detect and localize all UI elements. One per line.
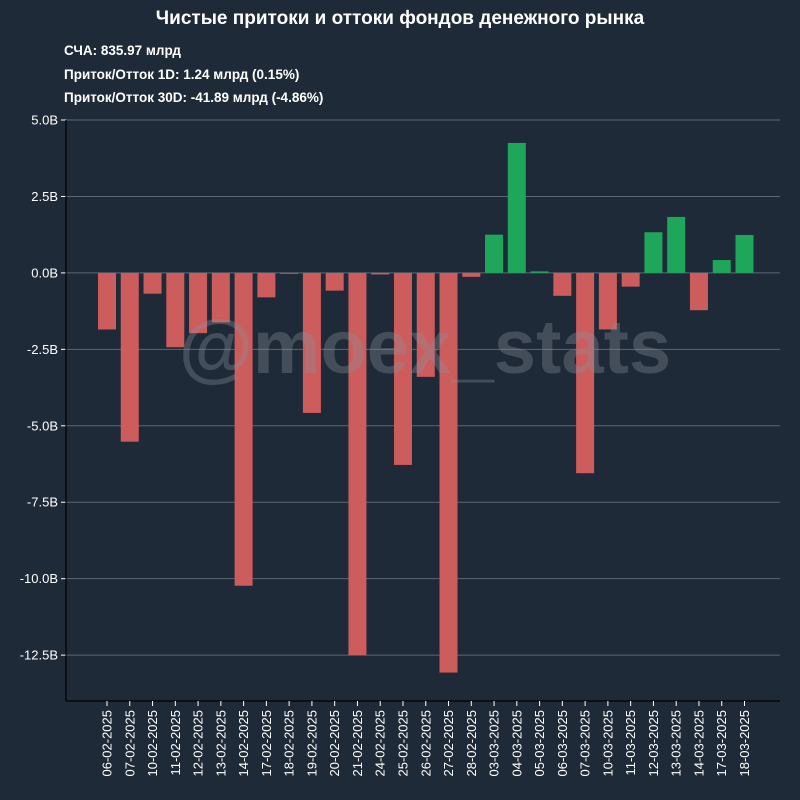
bar-28-02-2025 (462, 272, 481, 277)
bar-26-02-2025 (416, 272, 435, 377)
bar-06-03-2025 (553, 272, 572, 296)
x-tick-label: 11-02-2025 (168, 710, 183, 776)
x-tick-label: 14-03-2025 (691, 710, 706, 777)
bar-10-02-2025 (143, 272, 162, 294)
bar-18-03-2025 (735, 234, 754, 273)
x-tick-label: 05-03-2025 (532, 710, 547, 777)
bar-14-02-2025 (234, 272, 253, 586)
bar-18-02-2025 (280, 272, 299, 274)
bar-20-02-2025 (325, 272, 344, 291)
bar-05-03-2025 (530, 271, 549, 273)
chart-title: Чистые притоки и оттоки фондов денежного… (155, 8, 645, 29)
x-tick-label: 12-02-2025 (191, 710, 206, 777)
x-tick-label: 07-03-2025 (578, 710, 593, 777)
x-tick-label: 10-02-2025 (145, 710, 160, 777)
x-tick-label: 14-02-2025 (236, 710, 251, 777)
bar-07-02-2025 (120, 272, 139, 442)
x-tick-label: 20-02-2025 (327, 710, 342, 777)
bar-12-02-2025 (189, 272, 208, 334)
x-tick-label: 18-03-2025 (737, 710, 752, 777)
x-tick-label: 07-02-2025 (122, 710, 137, 777)
y-tick-label: 5.0B (31, 113, 58, 128)
bar-14-03-2025 (689, 272, 708, 311)
y-tick-label: -7.5B (27, 495, 58, 510)
x-tick-label: 03-03-2025 (487, 710, 502, 777)
bar-03-03-2025 (485, 234, 504, 273)
bar-11-02-2025 (166, 272, 185, 348)
bar-25-02-2025 (393, 272, 412, 465)
bar-07-03-2025 (576, 272, 595, 474)
x-tick-label: 19-02-2025 (304, 710, 319, 777)
bar-06-02-2025 (98, 272, 116, 330)
x-tick-label: 12-03-2025 (646, 710, 661, 777)
y-tick-label: -5.0B (27, 418, 58, 433)
x-tick-label: 13-02-2025 (213, 710, 228, 777)
x-tick-label: 06-02-2025 (100, 710, 115, 777)
y-tick-label: -12.5B (20, 648, 58, 663)
bar-04-03-2025 (507, 142, 526, 273)
bar-13-02-2025 (211, 272, 230, 323)
bar-13-03-2025 (667, 216, 686, 273)
stat-aum: СЧА: 835.97 млрд (64, 43, 181, 58)
bar-17-02-2025 (257, 272, 276, 298)
y-tick-label: 2.5B (31, 189, 58, 204)
x-tick-label: 17-02-2025 (259, 710, 274, 777)
x-tick-label: 11-03-2025 (623, 710, 638, 776)
x-tick-label: 17-03-2025 (714, 710, 729, 777)
bar-12-03-2025 (644, 232, 663, 273)
x-tick-label: 25-02-2025 (395, 710, 410, 777)
stat-flow-1d: Приток/Отток 1D: 1.24 млрд (0.15%) (64, 67, 300, 82)
x-tick-label: 28-02-2025 (464, 710, 479, 777)
stat-flow-30d: Приток/Отток 30D: -41.89 млрд (-4.86%) (64, 90, 324, 105)
x-tick-label: 27-02-2025 (441, 710, 456, 777)
bar-17-03-2025 (712, 260, 731, 273)
x-tick-label: 10-03-2025 (600, 710, 615, 777)
x-tick-label: 04-03-2025 (509, 710, 524, 777)
bar-24-02-2025 (371, 272, 390, 275)
x-tick-label: 26-02-2025 (418, 710, 433, 777)
y-tick-label: -10.0B (20, 571, 58, 586)
bar-27-02-2025 (439, 272, 458, 673)
y-tick-label: -2.5B (27, 342, 58, 357)
x-tick-label: 21-02-2025 (350, 710, 365, 777)
y-tick-label: 0.0B (31, 265, 58, 280)
x-tick-label: 06-03-2025 (555, 710, 570, 777)
bar-11-03-2025 (621, 272, 640, 287)
watermark: @moex_stats (179, 305, 671, 390)
x-tick-label: 13-03-2025 (669, 710, 684, 777)
x-tick-label: 18-02-2025 (282, 710, 297, 777)
bar-19-02-2025 (302, 272, 321, 413)
bar-10-03-2025 (598, 272, 617, 330)
x-tick-label: 24-02-2025 (373, 710, 388, 777)
bar-21-02-2025 (348, 272, 367, 656)
